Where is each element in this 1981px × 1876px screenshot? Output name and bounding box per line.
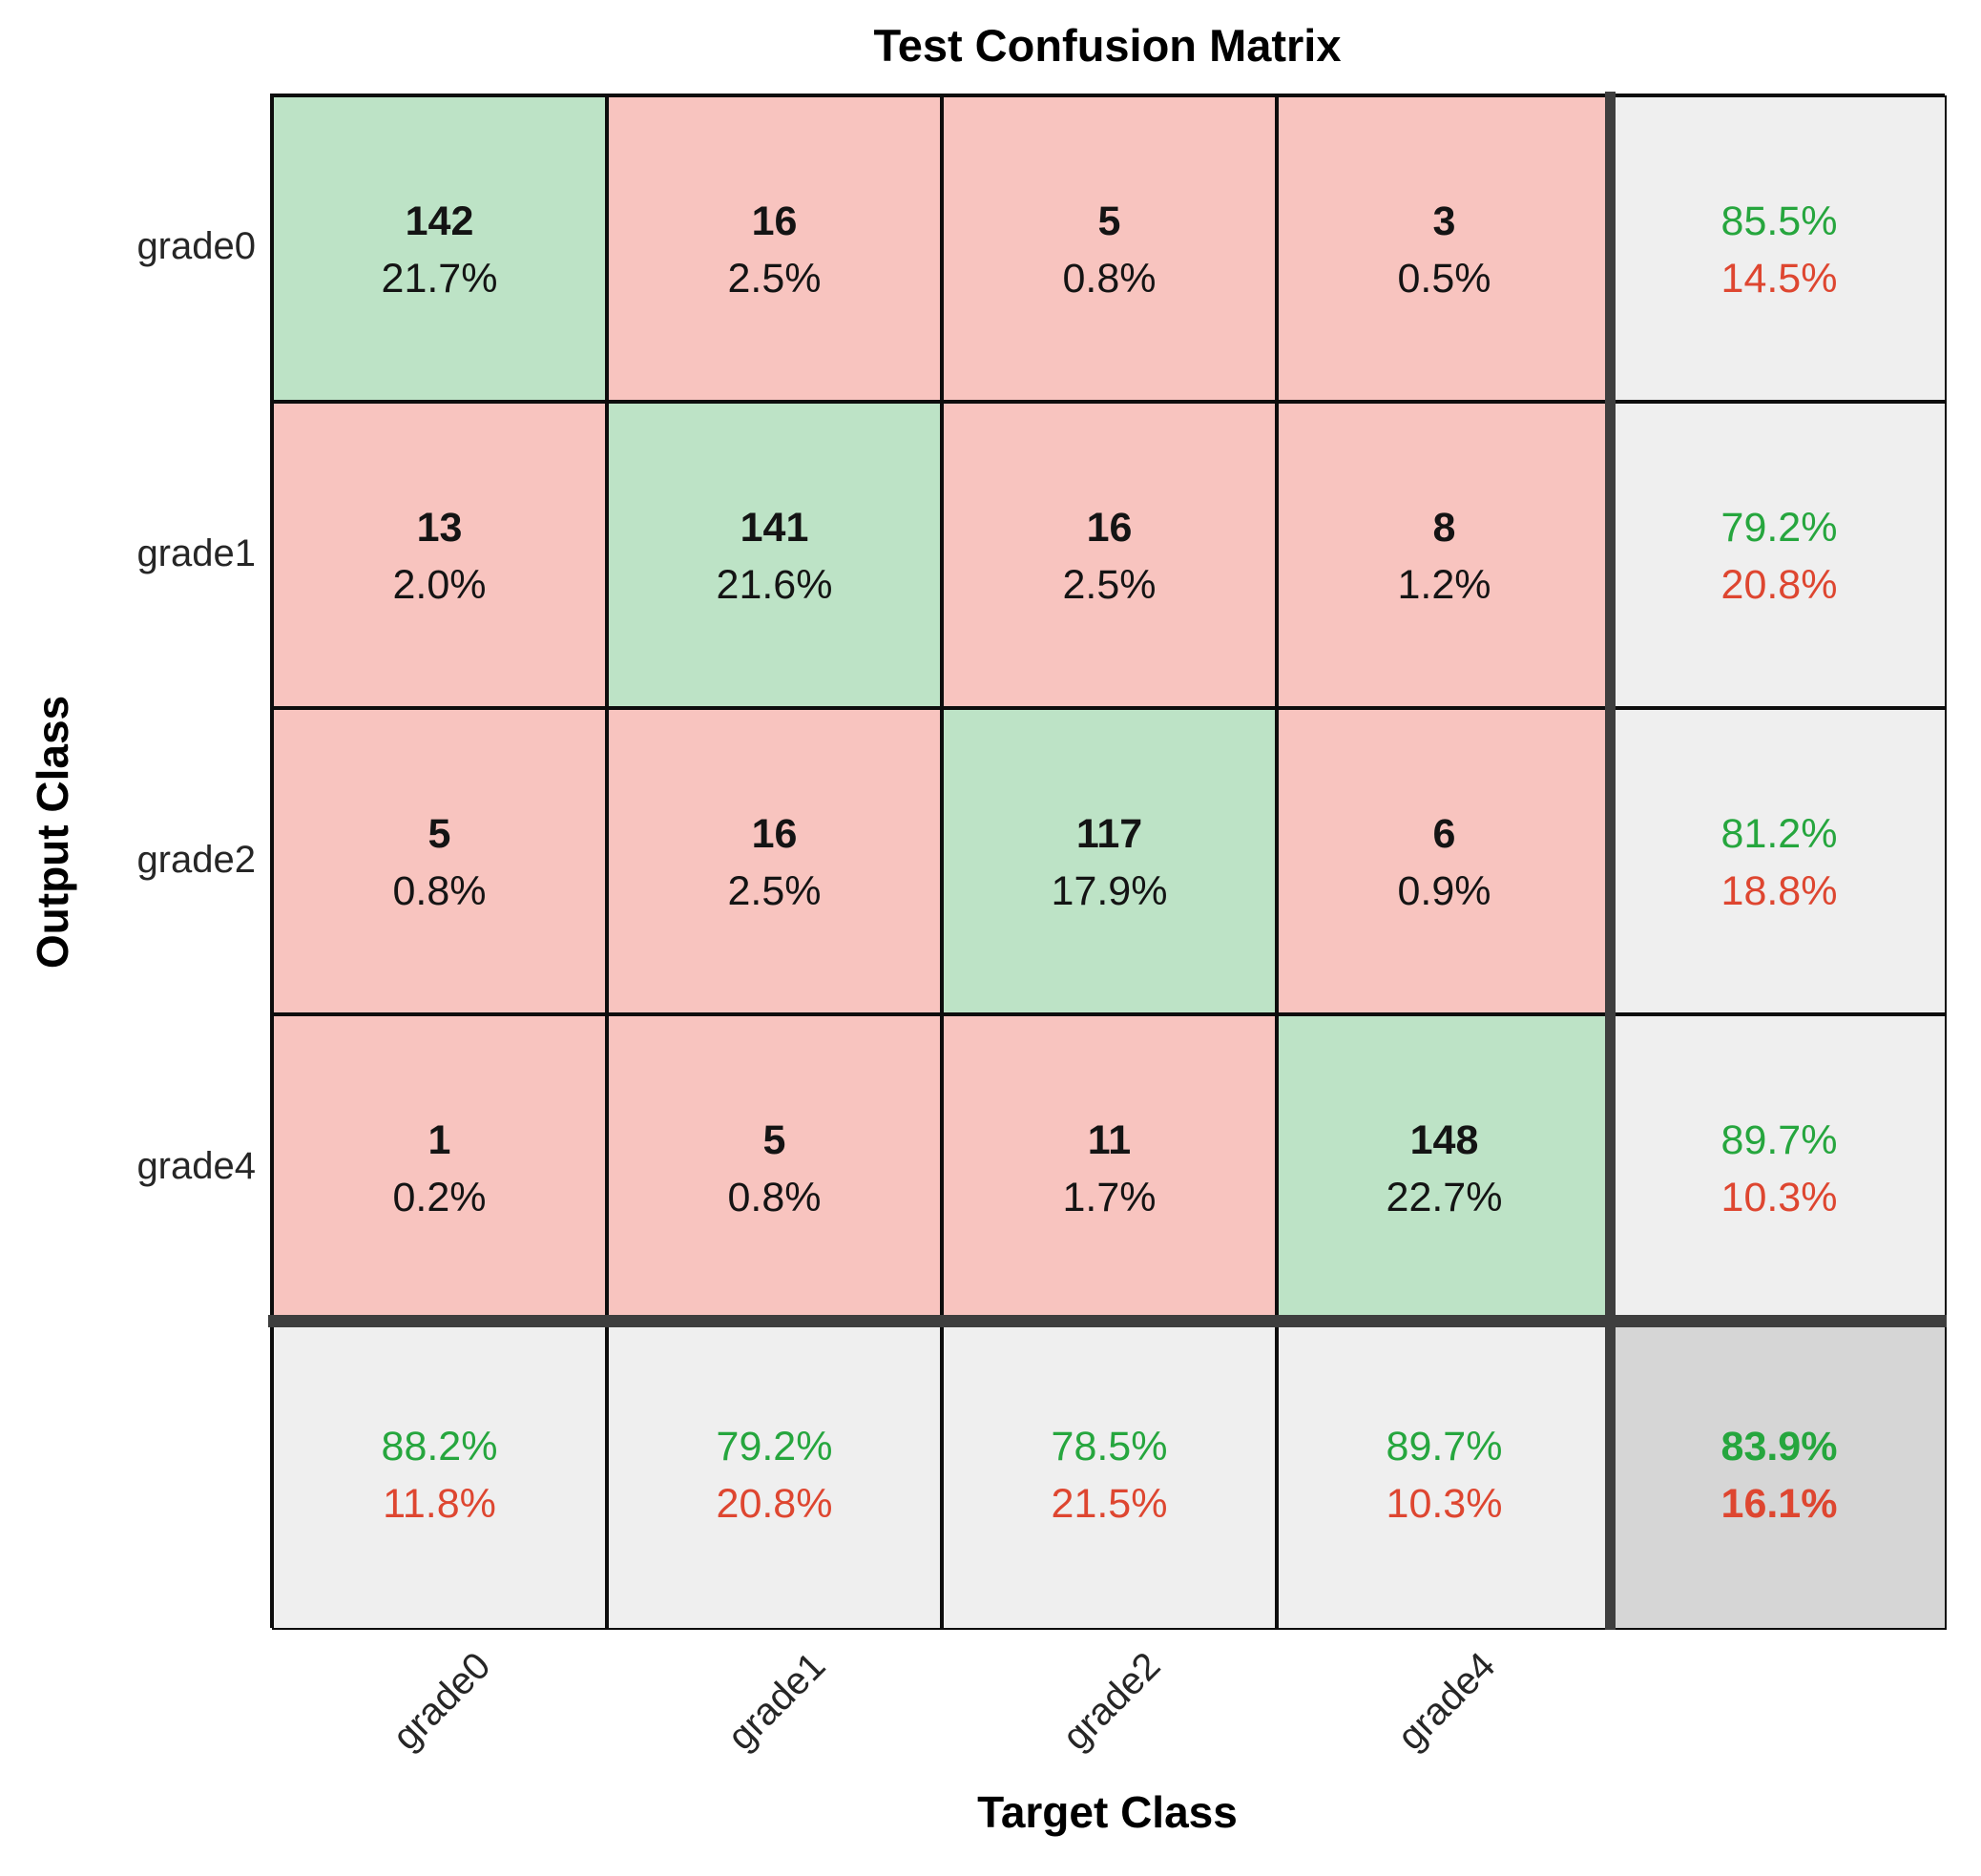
cell-count: 13 <box>416 505 463 551</box>
col-summary-3: 89.7% 10.3% <box>1277 1321 1612 1630</box>
cell-percent: 21.6% <box>716 562 833 608</box>
chart-title: Test Confusion Matrix <box>873 20 1342 71</box>
cell-count: 148 <box>1409 1117 1479 1163</box>
cell-r2c2: 117 17.9% <box>942 708 1277 1014</box>
x-tick-grade2: grade2 <box>1054 1644 1169 1759</box>
cell-percent: 1.2% <box>1397 562 1491 608</box>
cell-count: 16 <box>1086 505 1133 551</box>
cell-r2c3: 6 0.9% <box>1277 708 1612 1014</box>
overall-error-percent: 16.1% <box>1720 1481 1838 1527</box>
cell-r0c3: 3 0.5% <box>1277 95 1612 402</box>
cell-count: 3 <box>1432 198 1456 244</box>
summary-bad-percent: 10.3% <box>1720 1175 1838 1220</box>
cell-percent: 0.5% <box>1397 256 1491 302</box>
cell-count: 142 <box>405 198 474 244</box>
col-summary-0: 88.2% 11.8% <box>272 1321 607 1630</box>
vertical-separator <box>1605 92 1616 1630</box>
x-axis-label: Target Class <box>977 1787 1238 1837</box>
col-summary-2: 78.5% 21.5% <box>942 1321 1277 1630</box>
cell-percent: 1.7% <box>1062 1175 1157 1220</box>
overall-accuracy-percent: 83.9% <box>1720 1424 1838 1470</box>
y-tick-grade1: grade1 <box>136 532 256 574</box>
summary-good-percent: 81.2% <box>1720 811 1838 857</box>
summary-bad-percent: 11.8% <box>383 1481 496 1527</box>
cell-r1c3: 8 1.2% <box>1277 402 1612 708</box>
cell-count: 117 <box>1075 811 1143 857</box>
summary-bad-percent: 18.8% <box>1720 868 1838 914</box>
horizontal-separator <box>268 1315 1947 1327</box>
row-summary-3: 89.7% 10.3% <box>1612 1014 1947 1321</box>
cell-percent: 0.8% <box>392 868 487 914</box>
cell-r0c1: 16 2.5% <box>607 95 942 402</box>
cell-count: 1 <box>427 1117 451 1163</box>
summary-good-percent: 78.5% <box>1051 1424 1168 1470</box>
cell-r3c1: 5 0.8% <box>607 1014 942 1321</box>
summary-bad-percent: 20.8% <box>716 1481 833 1527</box>
row-summary-2: 81.2% 18.8% <box>1612 708 1947 1014</box>
x-tick-grade1: grade1 <box>719 1644 834 1759</box>
cell-r1c2: 16 2.5% <box>942 402 1277 708</box>
cell-percent: 2.0% <box>392 562 487 608</box>
cell-r2c1: 16 2.5% <box>607 708 942 1014</box>
y-tick-grade0: grade0 <box>136 225 256 267</box>
cell-count: 16 <box>751 811 798 857</box>
cell-percent: 2.5% <box>727 256 822 302</box>
overall-accuracy-cell: 83.9% 16.1% <box>1612 1321 1947 1630</box>
summary-good-percent: 89.7% <box>1720 1117 1838 1163</box>
cell-count: 8 <box>1432 505 1456 551</box>
cell-count: 11 <box>1087 1117 1132 1163</box>
cell-count: 141 <box>740 505 809 551</box>
matrix-grid: 142 21.7% 16 2.5% 5 0.8% 3 0.5% 85.5% 14… <box>270 94 1947 1630</box>
summary-good-percent: 79.2% <box>716 1424 833 1470</box>
summary-good-percent: 79.2% <box>1720 505 1838 551</box>
y-tick-grade4: grade4 <box>136 1145 256 1187</box>
cell-percent: 2.5% <box>727 868 822 914</box>
summary-good-percent: 88.2% <box>381 1424 498 1470</box>
cell-percent: 2.5% <box>1062 562 1157 608</box>
cell-count: 5 <box>762 1117 786 1163</box>
summary-bad-percent: 21.5% <box>1051 1481 1168 1527</box>
cell-percent: 17.9% <box>1051 868 1168 914</box>
cell-count: 16 <box>751 198 798 244</box>
y-axis-label: Output Class <box>28 695 77 969</box>
cell-r0c0: 142 21.7% <box>272 95 607 402</box>
cell-r3c0: 1 0.2% <box>272 1014 607 1321</box>
cell-percent: 21.7% <box>381 256 498 302</box>
summary-good-percent: 89.7% <box>1386 1424 1503 1470</box>
summary-bad-percent: 20.8% <box>1720 562 1838 608</box>
cell-count: 5 <box>427 811 451 857</box>
cell-percent: 0.8% <box>727 1175 822 1220</box>
cell-count: 6 <box>1432 811 1456 857</box>
x-tick-grade0: grade0 <box>385 1644 499 1759</box>
cell-percent: 0.9% <box>1397 868 1491 914</box>
cell-r3c2: 11 1.7% <box>942 1014 1277 1321</box>
cell-percent: 0.2% <box>392 1175 487 1220</box>
summary-good-percent: 85.5% <box>1720 198 1838 244</box>
cell-count: 5 <box>1097 198 1121 244</box>
cell-r3c3: 148 22.7% <box>1277 1014 1612 1321</box>
row-summary-0: 85.5% 14.5% <box>1612 95 1947 402</box>
x-tick-grade4: grade4 <box>1389 1644 1504 1759</box>
cell-r0c2: 5 0.8% <box>942 95 1277 402</box>
cell-r2c0: 5 0.8% <box>272 708 607 1014</box>
cell-percent: 22.7% <box>1386 1175 1503 1220</box>
cell-r1c0: 13 2.0% <box>272 402 607 708</box>
summary-bad-percent: 10.3% <box>1386 1481 1503 1527</box>
col-summary-1: 79.2% 20.8% <box>607 1321 942 1630</box>
cell-percent: 0.8% <box>1062 256 1157 302</box>
row-summary-1: 79.2% 20.8% <box>1612 402 1947 708</box>
summary-bad-percent: 14.5% <box>1720 256 1838 302</box>
y-tick-grade2: grade2 <box>136 839 256 881</box>
cell-r1c1: 141 21.6% <box>607 402 942 708</box>
